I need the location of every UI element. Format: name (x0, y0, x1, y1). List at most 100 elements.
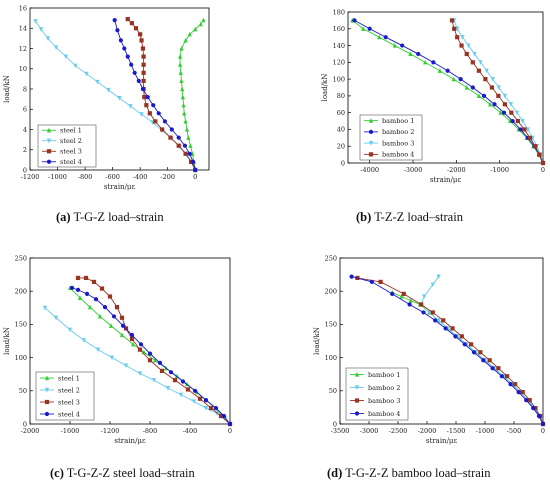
data-point (227, 421, 233, 427)
data-point (203, 397, 209, 403)
data-point (54, 45, 59, 50)
data-point (481, 93, 487, 98)
data-point (421, 310, 426, 315)
data-point (84, 71, 89, 77)
y-tick-label: 0 (23, 420, 27, 428)
legend-marker (46, 159, 52, 164)
data-point (99, 286, 105, 291)
data-point (464, 85, 469, 90)
caption-b: (b) T-Z-Z load–strain (356, 210, 463, 224)
data-point (533, 405, 538, 411)
data-point (433, 318, 438, 323)
y-tick-label: 0 (333, 420, 337, 428)
data-point (183, 151, 188, 156)
data-point (75, 275, 81, 281)
data-point (515, 118, 520, 124)
legend-marker (44, 375, 50, 381)
data-point (392, 43, 397, 48)
data-point (162, 119, 168, 124)
data-point (125, 54, 130, 59)
data-point (187, 31, 192, 37)
legend: bamboo 1 bamboo 2 bamboo 3 bamboo 4 (359, 114, 423, 161)
data-point (504, 374, 510, 379)
data-point (140, 46, 146, 51)
data-point (536, 413, 542, 419)
data-point (157, 360, 163, 366)
data-point (183, 37, 188, 43)
data-point (182, 110, 187, 116)
data-point (109, 355, 115, 361)
data-point (490, 366, 495, 371)
y-tick-label: 150 (325, 321, 337, 329)
x-axis-label: strain/με (104, 183, 136, 191)
data-point (198, 21, 203, 27)
data-point (441, 318, 446, 323)
data-point (499, 374, 504, 379)
data-point (151, 378, 157, 383)
x-axis-label: strain/με (430, 176, 462, 184)
data-point (416, 51, 421, 57)
data-point (176, 135, 181, 140)
x-tick-label: -1000 (476, 427, 495, 435)
x-tick-label: -1200 (21, 173, 40, 181)
y-tick-label: 20 (337, 143, 345, 151)
data-point (144, 103, 149, 108)
legend-label: bamboo 3 (368, 397, 400, 405)
data-point (476, 93, 481, 98)
data-point (160, 127, 165, 132)
data-point (159, 368, 165, 373)
legend-label: bamboo 1 (368, 371, 400, 379)
data-point (191, 159, 196, 164)
legend-label: steel 4 (58, 410, 80, 418)
data-point (147, 358, 153, 363)
data-point (75, 287, 81, 292)
series-4 (449, 18, 546, 166)
data-point (431, 60, 436, 65)
legend-marker (46, 149, 52, 154)
y-tick-label: 200 (15, 288, 27, 296)
data-point (430, 310, 435, 315)
y-tick-label: 0 (23, 166, 27, 174)
y-axis-label: load/kN (3, 75, 11, 103)
data-point (400, 43, 405, 48)
data-point (510, 118, 515, 124)
data-point (184, 127, 190, 132)
data-point (516, 390, 521, 395)
y-tick-label: 60 (337, 109, 345, 117)
data-point (129, 336, 135, 342)
data-point (168, 135, 173, 140)
data-point (129, 332, 135, 338)
data-point (540, 421, 546, 427)
x-tick-label: -1000 (490, 166, 509, 174)
x-tick-label: -2000 (21, 427, 40, 435)
data-point (33, 19, 38, 24)
data-point (498, 110, 503, 115)
data-point (490, 77, 495, 82)
x-tick-label: -1000 (48, 173, 67, 181)
x-tick-label: -4000 (360, 166, 379, 174)
data-point (141, 70, 146, 75)
data-point (471, 350, 477, 355)
legend-label: steel 4 (60, 158, 82, 166)
data-point (459, 43, 464, 48)
data-point (390, 291, 395, 296)
legend-label: steel 3 (60, 148, 82, 156)
data-point (408, 297, 413, 303)
data-point (45, 36, 50, 41)
x-tick-label: -200 (160, 173, 175, 181)
data-point (139, 112, 144, 117)
data-point (42, 305, 48, 311)
x-tick-label: 0 (228, 427, 232, 435)
data-point (367, 26, 372, 31)
data-point (132, 70, 137, 75)
y-tick-label: 200 (325, 288, 337, 296)
chart-b: -4000 -3000 -2000 -1000 0 0 20 40 60 80 100 120 140 1… (321, 8, 546, 184)
x-tick-label: -400 (133, 173, 148, 181)
x-tick-label: -800 (143, 427, 158, 435)
y-tick-label: 140 (333, 42, 345, 50)
x-tick-label: -500 (507, 427, 522, 435)
data-point (464, 51, 469, 57)
data-point (201, 17, 206, 23)
data-point (531, 405, 536, 411)
